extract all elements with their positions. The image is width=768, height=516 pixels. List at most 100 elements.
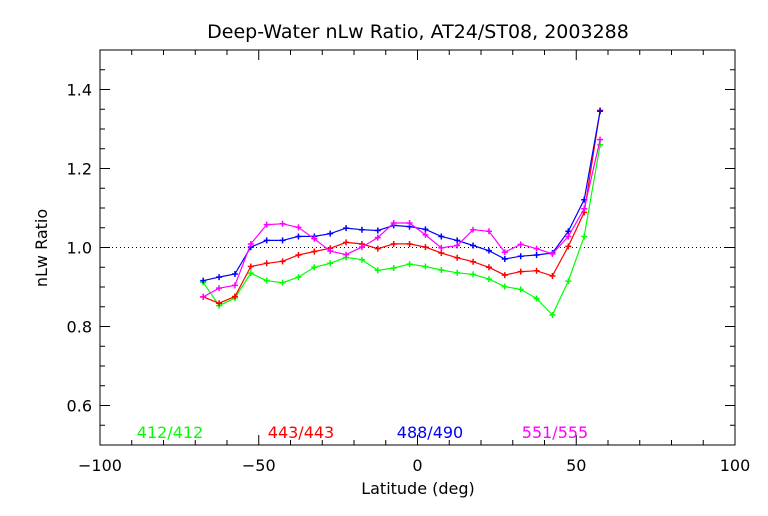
data-point (311, 248, 318, 255)
data-point (247, 270, 254, 277)
data-point (422, 226, 429, 233)
data-point (295, 274, 302, 281)
data-point (485, 247, 492, 254)
data-point (565, 278, 572, 285)
series-443-443 (200, 107, 604, 307)
data-point (454, 242, 461, 249)
series-line (202, 139, 601, 298)
x-tick-label: −50 (242, 456, 276, 475)
data-point (501, 272, 508, 279)
y-axis-label: nLw Ratio (32, 209, 51, 287)
data-point (454, 269, 461, 276)
data-point (470, 242, 477, 249)
data-point (597, 141, 604, 148)
y-tick-labels: 0.6 0.8 1.0 1.2 1.4 (67, 81, 92, 416)
data-point (247, 240, 254, 247)
data-point (200, 277, 207, 284)
data-point (311, 264, 318, 271)
data-point (263, 221, 270, 228)
x-tick-label: −100 (78, 456, 122, 475)
y-tick-label: 1.2 (67, 160, 92, 179)
data-point (200, 293, 207, 300)
data-point (374, 267, 381, 274)
data-point (216, 274, 223, 281)
data-point (549, 312, 556, 319)
data-point (279, 237, 286, 244)
data-point (374, 245, 381, 252)
data-point (454, 237, 461, 244)
data-point (343, 239, 350, 246)
y-tick-label: 0.6 (67, 397, 92, 416)
legend-entry: 443/443 (268, 423, 334, 442)
data-point (470, 258, 477, 265)
data-point (390, 220, 397, 227)
data-point (549, 272, 556, 279)
axis-ticks (99, 49, 736, 446)
data-point (327, 230, 334, 237)
data-point (533, 295, 540, 302)
data-point (327, 260, 334, 267)
x-axis-label: Latitude (deg) (361, 479, 475, 498)
data-point (279, 279, 286, 286)
data-point (231, 270, 238, 277)
legend: 412/412 443/443 488/490 551/555 (137, 423, 588, 442)
data-point (216, 300, 223, 307)
data-point (565, 228, 572, 235)
data-point (422, 263, 429, 270)
data-point (597, 136, 604, 143)
data-point (517, 253, 524, 260)
data-point (406, 261, 413, 268)
legend-entry: 551/555 (522, 423, 588, 442)
data-point (358, 226, 365, 233)
y-tick-label: 1.4 (67, 81, 92, 100)
data-point (358, 256, 365, 263)
x-tick-label: 50 (566, 456, 586, 475)
y-tick-label: 0.8 (67, 318, 92, 337)
data-point (517, 241, 524, 248)
data-point (374, 227, 381, 234)
data-point (390, 265, 397, 272)
data-point (581, 205, 588, 212)
data-point (485, 276, 492, 283)
data-point (517, 286, 524, 293)
data-point (501, 255, 508, 262)
data-point (295, 224, 302, 231)
data-point (517, 268, 524, 275)
data-point (279, 220, 286, 227)
series-group (200, 107, 604, 319)
data-point (438, 250, 445, 257)
data-point (343, 225, 350, 232)
data-point (311, 235, 318, 242)
data-point (533, 267, 540, 274)
data-point (422, 244, 429, 251)
data-point (581, 233, 588, 240)
data-point (422, 231, 429, 238)
data-point (216, 285, 223, 292)
data-point (327, 248, 334, 255)
data-point (485, 264, 492, 271)
data-point (263, 277, 270, 284)
data-point (438, 244, 445, 251)
data-point (565, 243, 572, 250)
data-point (406, 240, 413, 247)
data-point (485, 228, 492, 235)
data-point (470, 271, 477, 278)
series-488-490 (200, 108, 604, 284)
series-line (202, 110, 601, 304)
data-point (343, 251, 350, 258)
data-point (470, 226, 477, 233)
x-tick-label: 0 (412, 456, 422, 475)
data-point (231, 282, 238, 289)
data-point (358, 244, 365, 251)
series-412-412 (200, 141, 604, 319)
data-point (533, 252, 540, 259)
data-point (374, 234, 381, 241)
chart-title: Deep-Water nLw Ratio, AT24/ST08, 2003288 (207, 21, 629, 43)
data-point (533, 245, 540, 252)
data-point (263, 260, 270, 267)
data-point (501, 249, 508, 256)
data-point (247, 263, 254, 270)
data-point (565, 233, 572, 240)
data-point (438, 267, 445, 274)
